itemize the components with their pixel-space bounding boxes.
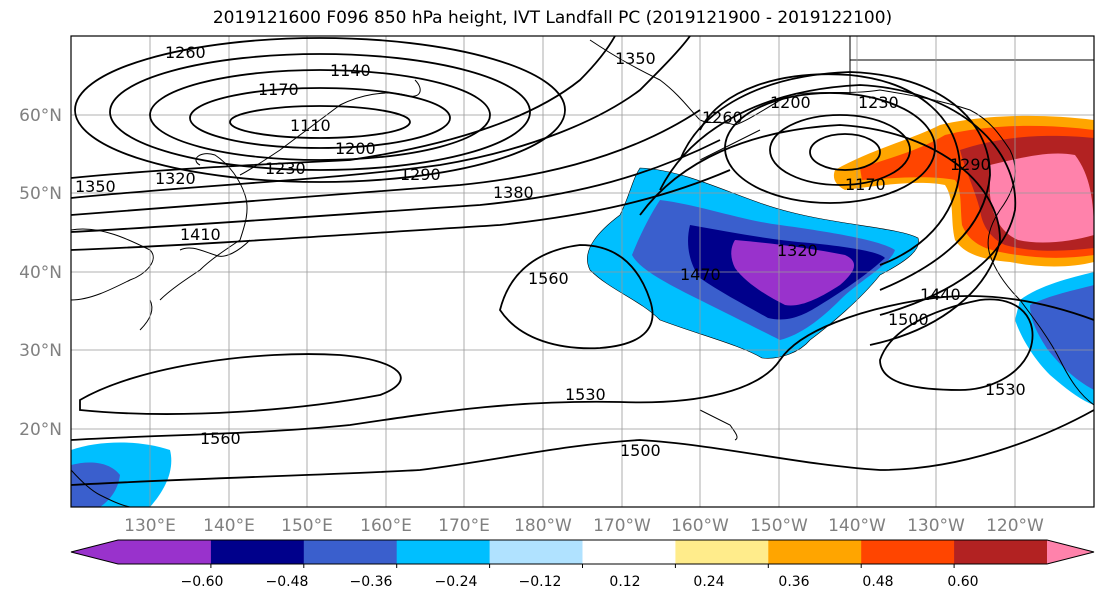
contour-label: 1230 [858, 93, 899, 112]
colorbar-cell [675, 540, 769, 564]
colorbar-cell [768, 540, 862, 564]
contour-label: 1530 [565, 385, 606, 404]
lon-label: 140°E [203, 516, 255, 536]
contour-label: 1350 [615, 49, 656, 68]
contour-label: 1170 [845, 175, 886, 194]
contour-label: 1320 [777, 241, 818, 260]
lat-label: 50°N [19, 184, 62, 204]
map-frame [70, 35, 1095, 508]
lat-label: 40°N [19, 263, 62, 283]
lon-label: 150°E [281, 516, 333, 536]
lon-label: 130°W [907, 516, 965, 536]
contour-label: 1380 [493, 183, 534, 202]
colorbar-tick-label: −0.36 [350, 574, 393, 590]
contour-label: 1350 [75, 177, 116, 196]
colorbar-cell [582, 540, 676, 564]
lat-label: 20°N [19, 420, 62, 440]
contour-label: 1260 [702, 108, 743, 127]
lon-label: 160°W [671, 516, 729, 536]
colorbar-cell [954, 540, 1048, 564]
colorbar-cells [71, 540, 1094, 564]
lon-label: 140°W [828, 516, 886, 536]
colorbar-cell [210, 540, 305, 564]
colorbar-tick-label: −0.24 [435, 574, 478, 590]
colorbar-tick-label: 0.24 [693, 574, 724, 590]
contour-labels: 1260 1170 1140 1110 1230 1200 1290 1320 … [75, 43, 1026, 460]
contour-label: 1470 [680, 265, 721, 284]
colorbar-cell [489, 540, 583, 564]
contour-label: 1260 [165, 43, 206, 62]
colorbar-extend-high [1047, 540, 1094, 564]
colorbar-tick-label: −0.60 [181, 574, 224, 590]
contour-label: 1170 [258, 80, 299, 99]
lon-label: 150°W [750, 516, 808, 536]
colorbar-cell [396, 540, 491, 564]
contour-label: 1500 [620, 441, 661, 460]
height-contours [71, 36, 1094, 486]
longitude-labels: 130°E 140°E 150°E 160°E 170°E 180°W 170°… [124, 516, 1044, 536]
ivt-positive-region [833, 115, 1094, 267]
colorbar-tick-label: 0.12 [609, 574, 640, 590]
colorbar-labels: −0.60 −0.48 −0.36 −0.24 −0.12 0.12 0.24 … [181, 574, 979, 590]
map-title: 2019121600 F096 850 hPa height, IVT Land… [212, 8, 893, 28]
ivt-negative-mexico [1015, 272, 1094, 405]
colorbar-outline [70, 539, 1095, 565]
lon-label: 130°E [124, 516, 176, 536]
contour-label: 1110 [290, 116, 331, 135]
colorbar-tick-label: 0.48 [862, 574, 893, 590]
lon-label: 170°E [438, 516, 490, 536]
lon-label: 180°W [514, 516, 572, 536]
lon-label: 160°E [360, 516, 412, 536]
contour-label: 1500 [888, 310, 929, 329]
lon-label: 170°W [593, 516, 651, 536]
latitude-labels: 60°N 50°N 40°N 30°N 20°N [19, 106, 62, 440]
colorbar-tick-label: −0.48 [266, 574, 309, 590]
contour-label: 1290 [400, 165, 441, 184]
colorbar: −0.60 −0.48 −0.36 −0.24 −0.12 0.12 0.24 … [70, 539, 1095, 590]
contour-label: 1290 [950, 155, 991, 174]
contour-label: 1320 [155, 169, 196, 188]
colorbar-tick-label: 0.36 [778, 574, 809, 590]
contour-label: 1200 [770, 93, 811, 112]
contour-label: 1200 [335, 139, 376, 158]
ivt-negative-sw [71, 442, 172, 507]
contour-label: 1410 [180, 225, 221, 244]
colorbar-ticks [210, 564, 955, 568]
contour-label: 1530 [985, 380, 1026, 399]
colorbar-cell [861, 540, 955, 564]
contour-label: 1230 [265, 159, 306, 178]
lat-label: 60°N [19, 106, 62, 126]
colorbar-extend-low [71, 540, 118, 564]
colorbar-tick-label: −0.12 [519, 574, 562, 590]
contour-label: 1560 [528, 269, 569, 288]
contour-label: 1140 [330, 61, 371, 80]
colorbar-cell [118, 540, 212, 564]
contour-label: 1560 [200, 429, 241, 448]
contour-label: 1440 [920, 285, 961, 304]
colorbar-tick-label: 0.60 [947, 574, 978, 590]
lon-label: 120°W [986, 516, 1044, 536]
colorbar-cell [303, 540, 398, 564]
lat-label: 30°N [19, 341, 62, 361]
